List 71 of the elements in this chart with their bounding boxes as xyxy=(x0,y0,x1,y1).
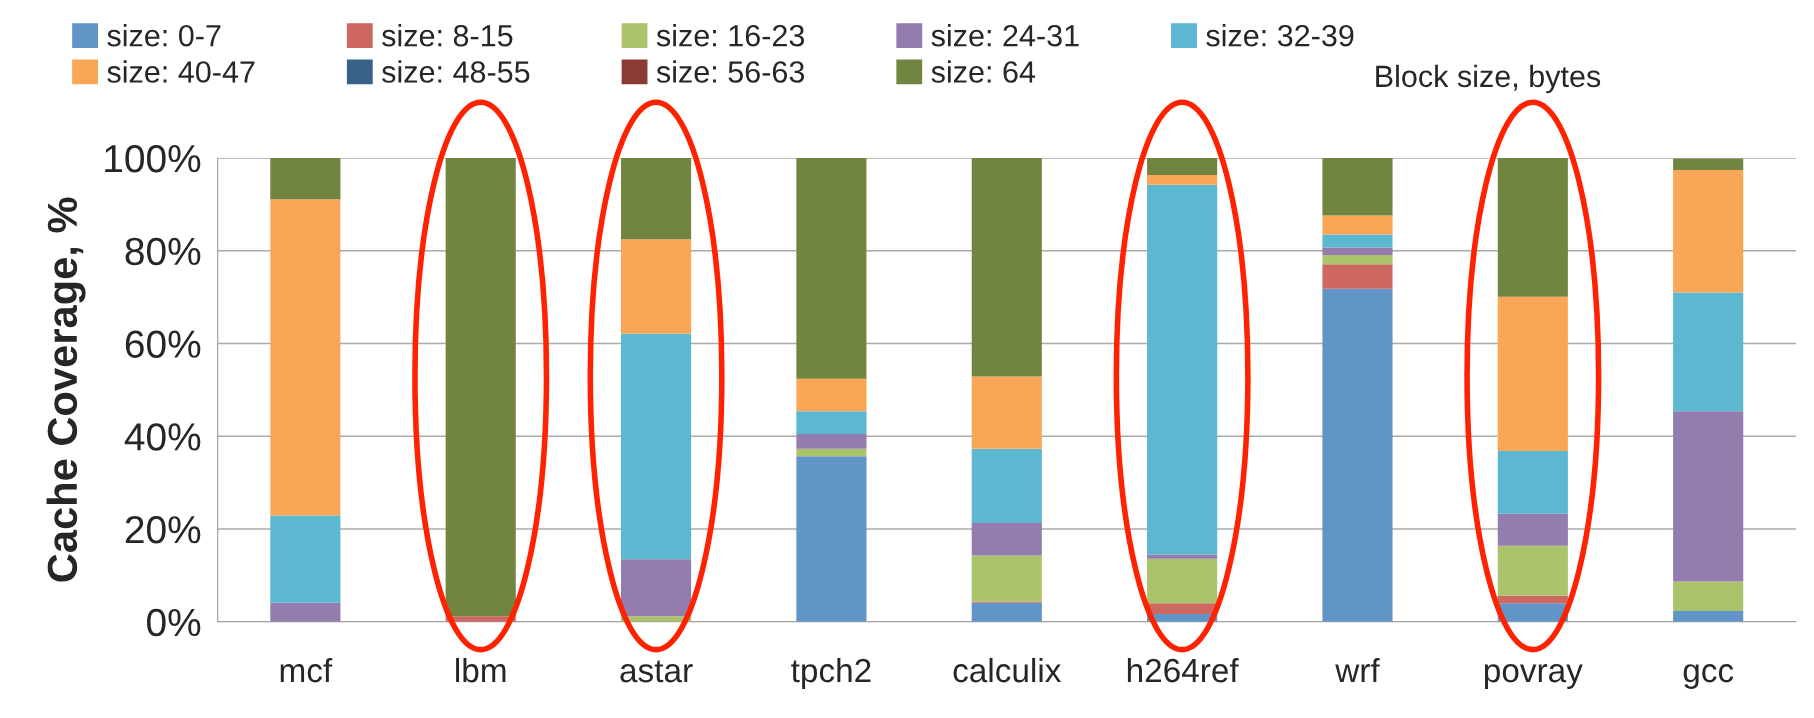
bar xyxy=(620,157,692,240)
bar xyxy=(1673,581,1744,612)
bar xyxy=(1673,411,1744,582)
bar xyxy=(1147,558,1218,604)
x-tick-label: h264ref xyxy=(1127,657,1239,683)
legend-label: size: 16-23 xyxy=(656,24,805,47)
bar xyxy=(796,157,867,379)
bar xyxy=(270,199,341,516)
bar xyxy=(1497,451,1568,514)
bar xyxy=(796,456,867,622)
bar xyxy=(270,602,341,622)
legend-label: size: 48-55 xyxy=(382,60,530,83)
bar xyxy=(971,555,1042,602)
y-tick-label: 40% xyxy=(124,423,201,451)
x-tick-label: lbm xyxy=(456,657,506,683)
bar xyxy=(1497,545,1568,596)
bar xyxy=(1147,554,1218,559)
y-tick-label: 80% xyxy=(125,237,201,266)
bar xyxy=(1322,157,1393,216)
bar xyxy=(971,157,1042,377)
bar xyxy=(620,559,692,617)
x-tick-label: wrf xyxy=(1335,657,1380,683)
bar xyxy=(1322,288,1393,622)
legend-label: size: 32-39 xyxy=(1206,24,1354,47)
bar xyxy=(1322,215,1393,235)
y-tick-label: 20% xyxy=(125,515,201,544)
legend-label: size: 24-31 xyxy=(931,24,1079,47)
bar xyxy=(620,239,692,334)
bar xyxy=(796,433,867,449)
x-tick-label: tpch2 xyxy=(791,657,871,689)
x-tick-label: calculix xyxy=(953,657,1062,683)
bar xyxy=(1322,247,1393,255)
bar xyxy=(796,448,867,457)
bar xyxy=(1497,296,1568,452)
bar xyxy=(1497,513,1568,546)
x-tick-label: mcf xyxy=(280,657,333,683)
bar xyxy=(1147,175,1218,185)
legend-label: size: 8-15 xyxy=(382,24,513,47)
x-tick-label: astar xyxy=(620,660,693,683)
bar xyxy=(1497,157,1568,297)
bar xyxy=(1673,611,1744,622)
bar xyxy=(1322,234,1393,248)
x-tick-label: gcc xyxy=(1683,664,1734,689)
x-tick-label: povray xyxy=(1484,664,1583,689)
bar xyxy=(1147,184,1218,555)
bar xyxy=(796,411,867,434)
bar xyxy=(620,333,692,560)
legend-label: size: 64 xyxy=(931,60,1036,83)
y-tick-label: 60% xyxy=(125,330,201,358)
bar xyxy=(971,448,1042,523)
y-tick-label: 100% xyxy=(105,144,201,173)
bar xyxy=(1497,595,1568,604)
bar xyxy=(1673,158,1744,171)
bar xyxy=(971,602,1042,622)
legend-title: Block size, bytes xyxy=(1376,64,1601,94)
bar xyxy=(1322,254,1393,265)
bar xyxy=(971,376,1042,449)
legend-label: size: 0-7 xyxy=(107,24,221,47)
legend-label: size: 56-63 xyxy=(656,60,805,83)
y-axis-title: Cache Coverage, % xyxy=(46,197,86,582)
bar xyxy=(1673,170,1744,293)
bar xyxy=(971,522,1042,556)
bar xyxy=(796,378,867,412)
bar xyxy=(270,157,341,200)
bar xyxy=(1673,292,1744,412)
bar xyxy=(1322,264,1393,289)
legend-label: size: 40-47 xyxy=(107,60,255,83)
bar xyxy=(1147,157,1218,176)
bar xyxy=(1147,603,1218,614)
y-tick-label: 0% xyxy=(147,608,201,637)
bar xyxy=(270,515,341,603)
